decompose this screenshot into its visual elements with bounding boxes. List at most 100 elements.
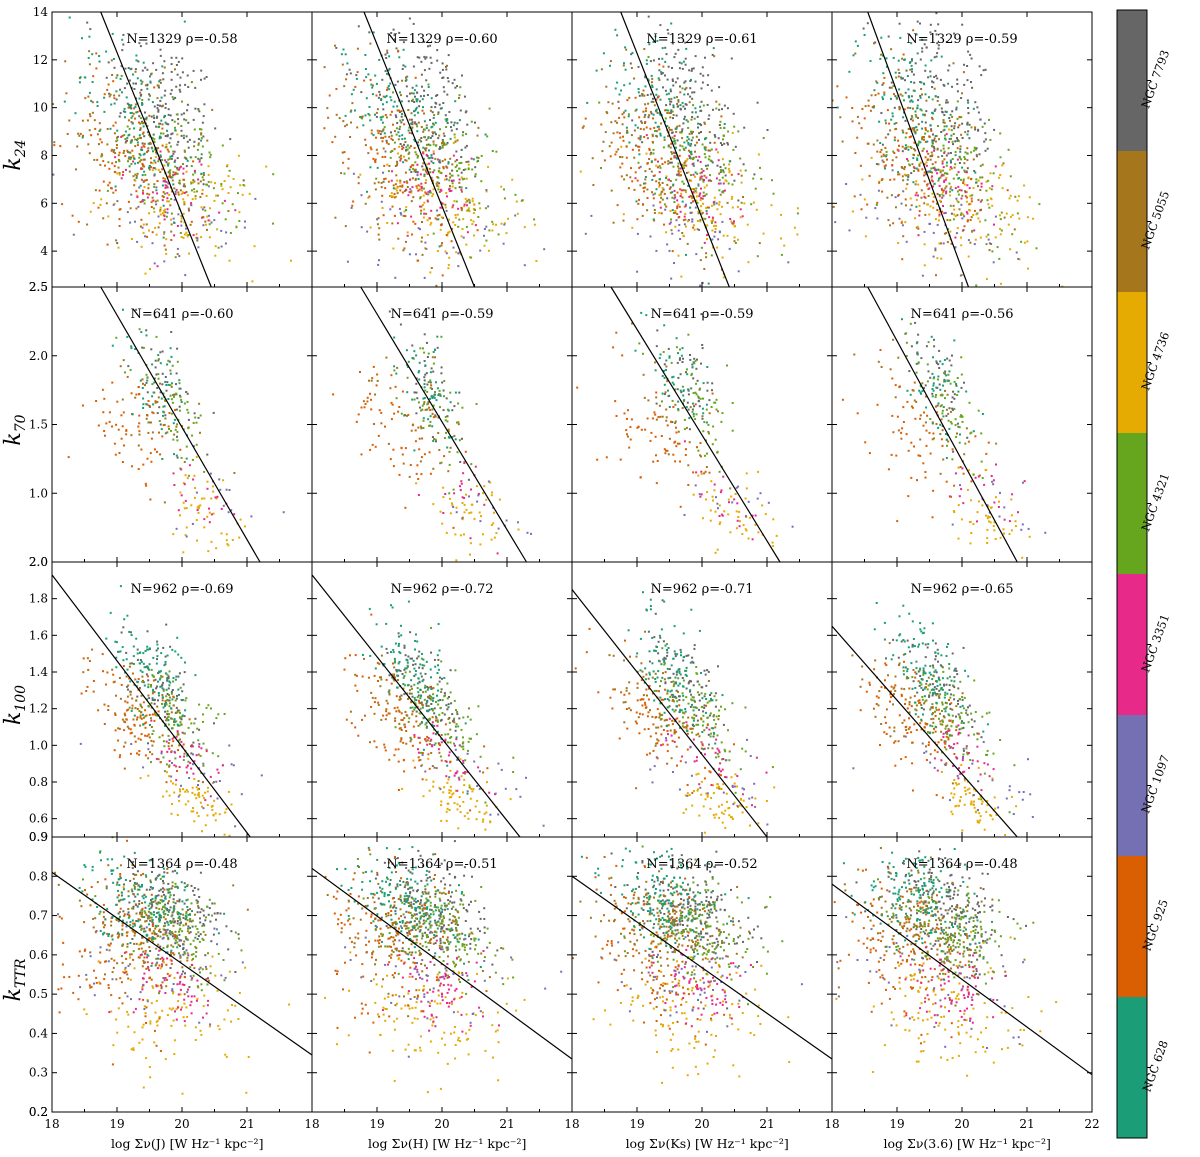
- data-point: [119, 112, 122, 115]
- data-point: [169, 384, 172, 387]
- data-point: [601, 150, 604, 153]
- data-point: [398, 473, 401, 476]
- data-point: [122, 33, 125, 36]
- data-point: [729, 218, 732, 220]
- data-point: [858, 122, 861, 125]
- data-point: [962, 180, 965, 183]
- data-point: [179, 232, 182, 234]
- data-point: [459, 489, 462, 492]
- data-point: [169, 204, 172, 207]
- data-point: [902, 235, 905, 238]
- data-point: [584, 232, 587, 235]
- data-point: [98, 189, 101, 192]
- data-point: [195, 443, 198, 446]
- data-point: [652, 100, 655, 103]
- data-point: [674, 403, 677, 406]
- data-point: [161, 372, 164, 375]
- data-point: [188, 464, 191, 467]
- data-point: [144, 482, 147, 485]
- data-point: [710, 219, 713, 222]
- data-point: [199, 196, 202, 198]
- data-point: [641, 214, 644, 217]
- data-point: [935, 74, 938, 77]
- data-point: [429, 415, 432, 418]
- data-point: [653, 209, 656, 211]
- data-point: [975, 284, 978, 287]
- data-point: [185, 526, 188, 529]
- data-point: [677, 216, 680, 219]
- data-point: [921, 38, 924, 41]
- data-point: [676, 173, 679, 176]
- data-point: [677, 48, 680, 51]
- data-point: [149, 141, 152, 144]
- data-point: [979, 118, 982, 121]
- data-point: [998, 257, 1001, 260]
- data-point: [396, 192, 399, 195]
- data-point: [399, 181, 402, 184]
- data-point: [443, 380, 446, 382]
- data-point: [200, 206, 203, 209]
- data-point: [972, 149, 975, 152]
- data-point: [141, 149, 144, 151]
- data-point: [734, 145, 737, 148]
- data-point: [131, 465, 133, 468]
- data-point: [962, 229, 965, 231]
- data-point: [180, 129, 183, 132]
- data-point: [956, 227, 959, 230]
- data-point: [967, 239, 970, 242]
- data-point: [384, 70, 387, 73]
- data-point: [516, 212, 519, 215]
- data-point: [860, 208, 863, 211]
- data-point: [764, 513, 767, 516]
- data-point: [669, 88, 672, 91]
- data-point: [448, 492, 451, 495]
- data-point: [467, 209, 470, 212]
- data-point: [166, 134, 169, 137]
- data-point: [164, 159, 167, 162]
- data-point: [380, 118, 383, 121]
- data-point: [1026, 216, 1029, 219]
- data-point: [988, 206, 991, 209]
- data-point: [956, 214, 959, 217]
- data-point: [185, 507, 188, 510]
- data-point: [122, 43, 125, 46]
- data-point: [966, 152, 969, 155]
- data-point: [945, 110, 948, 113]
- data-point: [712, 108, 714, 111]
- data-point: [150, 161, 152, 164]
- data-point: [629, 426, 632, 428]
- data-point: [150, 421, 152, 424]
- data-point: [663, 393, 666, 396]
- data-point: [165, 389, 168, 392]
- data-point: [989, 138, 992, 141]
- data-point: [416, 130, 419, 133]
- data-point: [199, 414, 202, 417]
- data-point: [382, 103, 384, 106]
- data-point: [856, 136, 859, 139]
- data-point: [375, 136, 377, 139]
- data-point: [932, 185, 934, 188]
- data-point: [446, 415, 449, 418]
- data-point: [702, 517, 704, 520]
- data-point: [698, 193, 701, 196]
- data-point: [467, 198, 470, 201]
- data-point: [917, 183, 920, 186]
- data-point: [378, 130, 381, 133]
- data-point: [405, 78, 408, 81]
- data-point: [890, 118, 893, 121]
- data-point: [170, 63, 173, 66]
- data-point: [941, 155, 944, 157]
- panel-2-3: N=641 ρ=-0.59: [571, 286, 833, 563]
- data-point: [953, 166, 956, 169]
- data-point: [389, 156, 392, 159]
- data-point: [79, 132, 82, 135]
- data-point: [713, 235, 716, 238]
- data-point: [144, 235, 147, 238]
- data-point: [622, 135, 624, 138]
- data-point: [875, 163, 878, 165]
- data-point: [891, 112, 894, 115]
- data-point: [173, 484, 176, 486]
- data-point: [904, 119, 907, 122]
- data-point: [139, 184, 142, 187]
- data-point: [410, 112, 413, 115]
